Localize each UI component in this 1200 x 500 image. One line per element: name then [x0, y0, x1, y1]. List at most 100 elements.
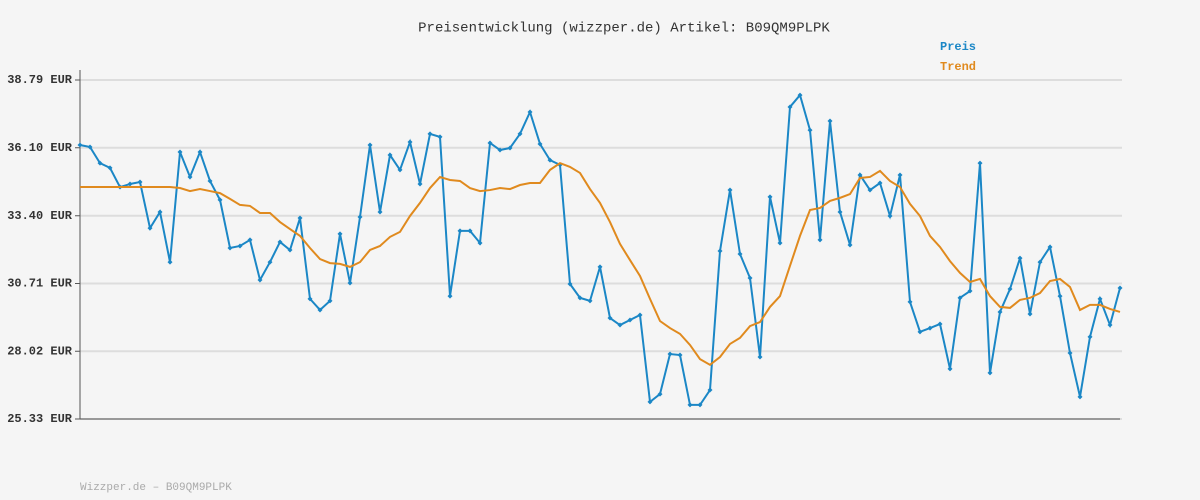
point-marker [767, 194, 773, 200]
point-marker [637, 312, 643, 318]
point-marker [937, 321, 943, 327]
point-marker [947, 366, 953, 372]
point-marker [207, 178, 213, 184]
point-marker [427, 131, 433, 137]
point-marker [997, 309, 1003, 315]
point-marker [147, 225, 153, 231]
line-preis [79, 93, 1121, 406]
point-marker [657, 391, 663, 397]
point-marker [377, 209, 383, 215]
point-marker [517, 131, 523, 137]
point-marker [957, 295, 963, 301]
point-marker [577, 295, 583, 301]
y-tick-label: 36.10 EUR [7, 141, 73, 155]
point-marker [217, 197, 223, 203]
point-marker [257, 277, 263, 283]
point-marker [1017, 255, 1023, 261]
y-tick-label: 38.79 EUR [7, 73, 73, 87]
point-marker [827, 118, 833, 124]
point-marker [677, 352, 683, 358]
point-marker [1047, 244, 1053, 250]
point-marker [887, 213, 893, 219]
point-marker [1077, 394, 1083, 400]
point-marker [777, 240, 783, 246]
point-marker [437, 134, 443, 140]
point-marker [97, 160, 103, 166]
point-marker [787, 104, 793, 110]
point-marker [1107, 322, 1113, 328]
point-marker [857, 172, 863, 178]
point-marker [1027, 311, 1033, 317]
point-marker [197, 149, 203, 155]
point-marker [877, 180, 883, 186]
point-marker [987, 370, 993, 376]
point-marker [307, 296, 313, 302]
point-marker [607, 315, 613, 321]
point-marker [847, 242, 853, 248]
point-marker [837, 209, 843, 215]
point-marker [617, 322, 623, 328]
point-marker [1057, 293, 1063, 299]
point-marker [287, 247, 293, 253]
point-marker [187, 174, 193, 180]
point-marker [547, 157, 553, 163]
point-marker [157, 209, 163, 215]
point-marker [337, 231, 343, 237]
point-marker [87, 144, 93, 150]
point-marker [77, 142, 83, 148]
point-marker [107, 165, 113, 171]
point-marker [1097, 296, 1103, 302]
y-tick-label: 25.33 EUR [7, 412, 73, 426]
point-marker [717, 248, 723, 254]
point-marker [737, 251, 743, 257]
legend-entry: Trend [940, 60, 976, 74]
point-marker [237, 243, 243, 249]
point-marker [1037, 259, 1043, 265]
y-tick-label: 30.71 EUR [7, 277, 73, 291]
point-marker [1067, 350, 1073, 356]
point-marker [477, 240, 483, 246]
point-marker [127, 181, 133, 187]
point-marker [487, 140, 493, 146]
point-marker [277, 239, 283, 245]
point-marker [327, 298, 333, 304]
point-marker [747, 275, 753, 281]
footer: Wizzper.de – B09QM9PLPK [80, 482, 232, 494]
point-marker [897, 172, 903, 178]
point-marker [247, 237, 253, 243]
point-marker [227, 245, 233, 251]
point-marker [467, 228, 473, 234]
point-marker [587, 298, 593, 304]
point-marker [807, 127, 813, 133]
point-marker [447, 293, 453, 299]
point-marker [867, 187, 873, 193]
point-marker [727, 187, 733, 193]
point-marker [687, 402, 693, 408]
point-marker [567, 281, 573, 287]
point-marker [347, 280, 353, 286]
point-marker [967, 288, 973, 294]
point-marker [647, 399, 653, 405]
point-marker [697, 402, 703, 408]
y-tick-label: 33.40 EUR [7, 209, 73, 223]
chart-title: Preisentwicklung (wizzper.de) Artikel: B… [418, 21, 830, 37]
point-marker [927, 325, 933, 331]
point-marker [317, 307, 323, 313]
point-marker [667, 351, 673, 357]
point-marker [1087, 334, 1093, 340]
point-marker [297, 215, 303, 221]
point-marker [917, 329, 923, 335]
point-marker [497, 147, 503, 153]
point-marker [137, 179, 143, 185]
point-marker [627, 317, 633, 323]
point-marker [417, 181, 423, 187]
point-marker [797, 92, 803, 98]
point-marker [527, 109, 533, 115]
point-marker [407, 139, 413, 145]
point-marker [1007, 286, 1013, 292]
point-marker [597, 264, 603, 270]
point-marker [457, 228, 463, 234]
y-tick-label: 28.02 EUR [7, 344, 73, 358]
legend-entry: Preis [940, 40, 976, 54]
